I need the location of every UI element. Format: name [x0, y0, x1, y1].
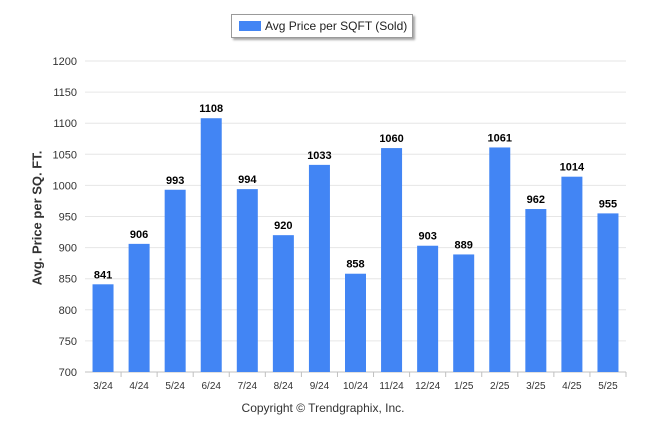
data-label: 955 — [599, 198, 617, 210]
x-tick-label: 10/24 — [343, 381, 368, 392]
bar — [525, 209, 547, 372]
legend-label: Avg Price per SQFT (Sold) — [265, 19, 408, 33]
data-label: 906 — [130, 229, 148, 241]
bar — [381, 148, 403, 372]
y-tick-label: 950 — [59, 212, 77, 224]
data-label: 1014 — [560, 162, 585, 174]
bar — [597, 213, 619, 372]
x-tick-label: 5/24 — [165, 381, 185, 392]
x-tick-label: 6/24 — [201, 381, 221, 392]
y-tick-label: 1050 — [53, 149, 77, 161]
y-tick-label: 800 — [59, 305, 77, 317]
legend: Avg Price per SQFT (Sold) — [231, 14, 413, 38]
data-label: 1060 — [379, 133, 403, 145]
data-label: 962 — [527, 194, 545, 206]
y-tick-label: 750 — [59, 336, 77, 348]
data-label: 889 — [455, 239, 473, 251]
bar — [236, 189, 258, 372]
x-tick-label: 7/24 — [238, 381, 258, 392]
data-label: 1061 — [488, 132, 512, 144]
y-tick-label: 1200 — [53, 56, 77, 68]
y-tick-label: 900 — [59, 243, 77, 255]
y-tick-label: 1150 — [53, 87, 77, 99]
bar — [417, 245, 439, 372]
x-tick-label: 11/24 — [379, 381, 404, 392]
bar — [128, 243, 150, 372]
bar — [453, 254, 475, 372]
bar — [561, 176, 583, 372]
bar — [489, 147, 511, 372]
bar — [345, 273, 366, 372]
bar — [308, 164, 330, 372]
y-tick-label: 1100 — [53, 118, 77, 130]
copyright-text: Copyright © Trendgraphix, Inc. — [241, 401, 405, 415]
data-label: 1033 — [307, 150, 331, 162]
x-tick-label: 4/24 — [129, 381, 149, 392]
y-tick-label: 850 — [59, 274, 77, 286]
x-tick-label: 2/25 — [490, 381, 510, 392]
x-tick-label: 5/25 — [598, 381, 618, 392]
x-tick-label: 3/25 — [526, 381, 546, 392]
data-label: 858 — [346, 259, 364, 271]
data-label: 920 — [274, 220, 292, 232]
x-tick-label: 1/25 — [454, 381, 474, 392]
x-tick-label: 3/24 — [93, 381, 113, 392]
legend-swatch — [239, 21, 261, 31]
bar — [200, 118, 222, 372]
data-label: 841 — [94, 269, 112, 281]
bar — [92, 284, 114, 372]
x-tick-label: 9/24 — [310, 381, 330, 392]
data-label: 903 — [418, 231, 436, 243]
bar — [272, 235, 294, 372]
data-label: 993 — [166, 175, 184, 187]
x-tick-label: 8/24 — [274, 381, 294, 392]
y-tick-label: 700 — [59, 367, 77, 379]
data-label: 1108 — [199, 103, 223, 115]
bar — [164, 189, 186, 372]
y-tick-label: 1000 — [53, 180, 77, 192]
x-tick-label: 12/24 — [415, 381, 440, 392]
x-tick-label: 4/25 — [562, 381, 582, 392]
data-label: 994 — [238, 174, 257, 186]
